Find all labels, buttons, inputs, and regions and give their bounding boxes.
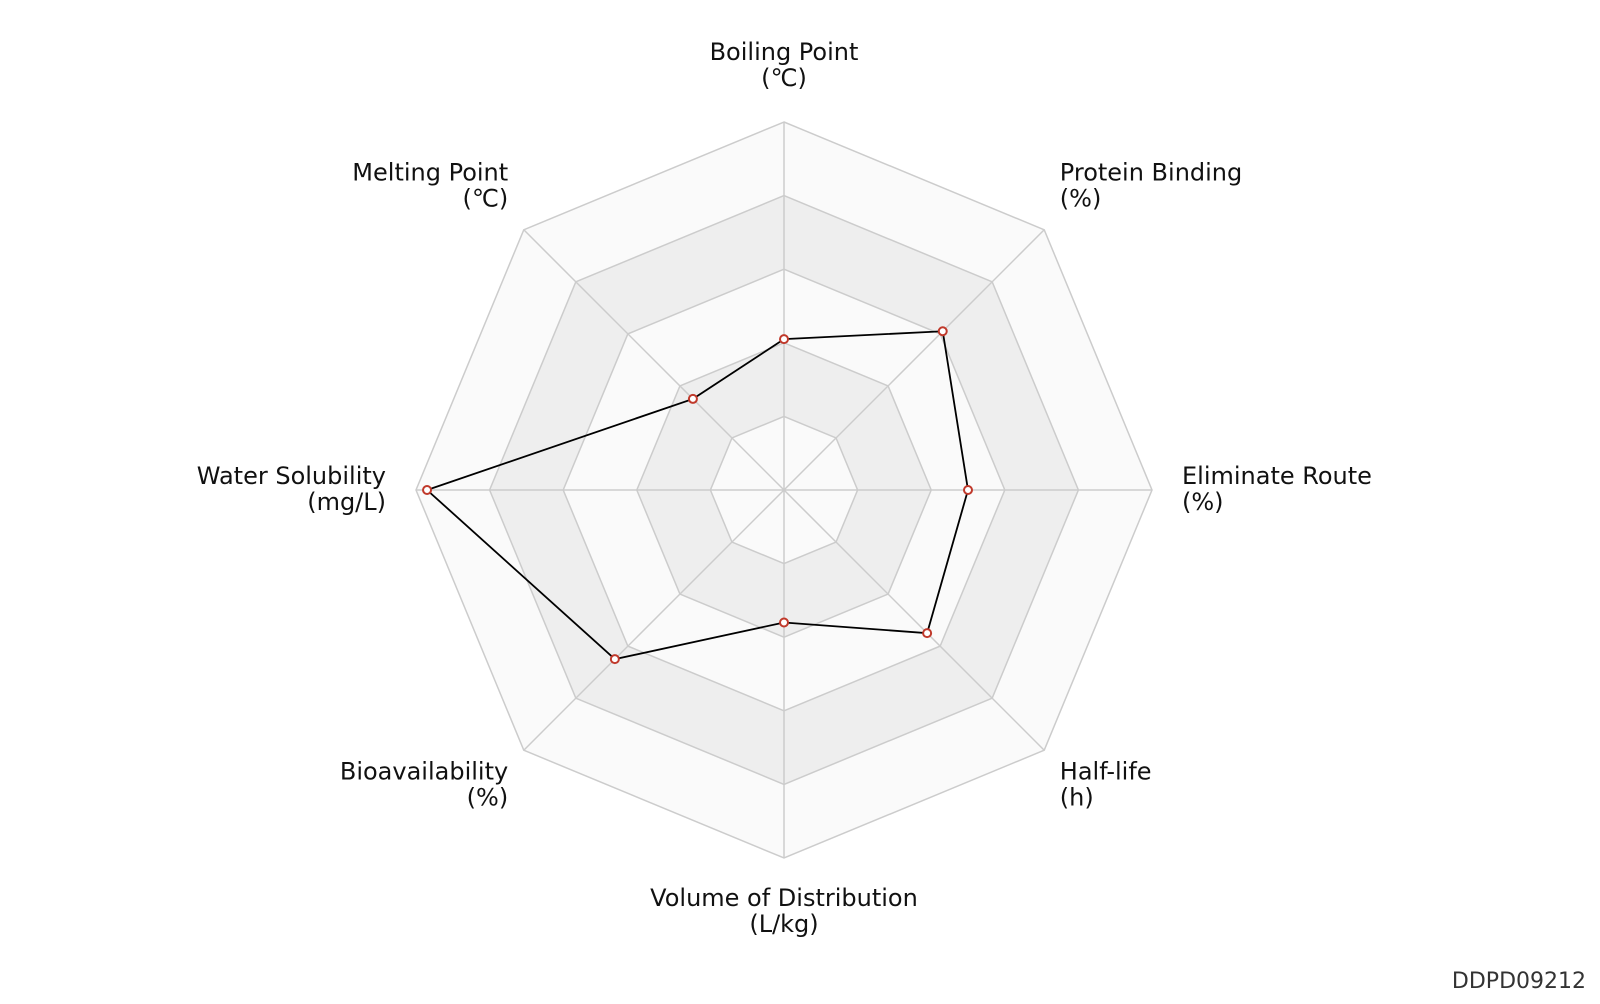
axis-label-1: Boiling Point(℃) <box>710 38 859 92</box>
axis-name-label: Protein Binding <box>1060 159 1242 187</box>
axis-labels: Boiling Point(℃)Protein Binding(%)Elimin… <box>197 38 1372 938</box>
grid-spokes <box>416 122 1152 858</box>
axis-name-label: Boiling Point <box>710 38 859 66</box>
axis-unit-label: (mg/L) <box>307 488 386 516</box>
axis-name-label: Volume of Distribution <box>650 884 918 912</box>
axis-unit-label: (%) <box>1182 488 1224 516</box>
axis-unit-label: (L/kg) <box>749 910 818 938</box>
axis-name-label: Melting Point <box>352 159 508 187</box>
axis-label-8: Melting Point(℃) <box>352 159 508 213</box>
axis-name-label: Eliminate Route <box>1182 462 1372 490</box>
data-point-8 <box>687 393 698 404</box>
axis-unit-label: (%) <box>1060 185 1102 213</box>
data-point-7 <box>422 485 433 495</box>
axis-label-5: Volume of Distribution(L/kg) <box>650 884 918 938</box>
axis-label-7: Water Solubility(mg/L) <box>197 462 386 516</box>
axis-name-label: Water Solubility <box>197 462 386 490</box>
data-point-5 <box>779 617 789 628</box>
data-point-6 <box>609 654 620 665</box>
axis-unit-label: (℃) <box>463 185 509 213</box>
axis-unit-label: (℃) <box>761 64 807 92</box>
axis-unit-label: (h) <box>1060 783 1094 811</box>
axis-unit-label: (%) <box>467 783 509 811</box>
axis-name-label: Half-life <box>1060 757 1152 785</box>
grid-spoke-2 <box>783 229 1045 491</box>
axis-name-label: Bioavailability <box>340 757 508 785</box>
axis-label-2: Protein Binding(%) <box>1060 159 1242 213</box>
axis-label-6: Bioavailability(%) <box>340 757 508 811</box>
axis-label-3: Eliminate Route(%) <box>1182 462 1372 516</box>
axis-label-4: Half-life(h) <box>1060 757 1152 811</box>
grid-spoke-4 <box>783 489 1045 751</box>
data-point-2 <box>937 326 948 337</box>
grid-spoke-6 <box>523 489 785 751</box>
data-point-4 <box>922 628 933 639</box>
data-point-1 <box>779 334 789 345</box>
watermark-label: DDPD09212 <box>1451 969 1586 994</box>
grid-spoke-8 <box>523 229 785 491</box>
data-point-3 <box>963 485 973 495</box>
series-group <box>422 326 973 665</box>
